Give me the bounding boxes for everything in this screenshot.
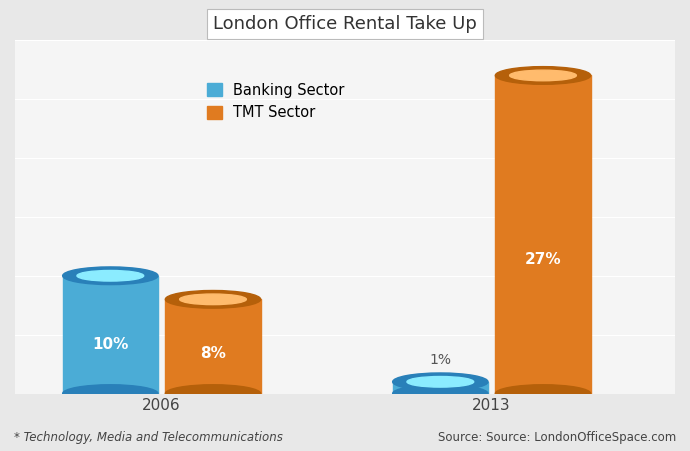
- Ellipse shape: [495, 67, 591, 84]
- Ellipse shape: [166, 385, 261, 402]
- Bar: [63, 276, 158, 394]
- Ellipse shape: [393, 385, 488, 402]
- Text: * Technology, Media and Telecommunications: * Technology, Media and Telecommunicatio…: [14, 431, 283, 444]
- Text: 10%: 10%: [92, 336, 128, 352]
- Ellipse shape: [77, 271, 144, 281]
- Ellipse shape: [510, 70, 576, 81]
- Title: London Office Rental Take Up: London Office Rental Take Up: [213, 15, 477, 33]
- Ellipse shape: [179, 294, 246, 304]
- Text: 8%: 8%: [200, 346, 226, 362]
- Legend: Banking Sector, TMT Sector: Banking Sector, TMT Sector: [207, 83, 345, 120]
- Ellipse shape: [495, 385, 591, 402]
- Ellipse shape: [166, 290, 261, 308]
- Ellipse shape: [63, 267, 158, 285]
- Text: Source: Source: LondonOfficeSpace.com: Source: Source: LondonOfficeSpace.com: [438, 431, 676, 444]
- Text: 27%: 27%: [524, 253, 561, 267]
- Ellipse shape: [63, 385, 158, 402]
- Bar: [393, 382, 488, 394]
- Bar: [166, 299, 261, 394]
- Ellipse shape: [407, 377, 474, 387]
- Text: 1%: 1%: [429, 353, 451, 367]
- Ellipse shape: [393, 373, 488, 391]
- Bar: [495, 75, 591, 394]
